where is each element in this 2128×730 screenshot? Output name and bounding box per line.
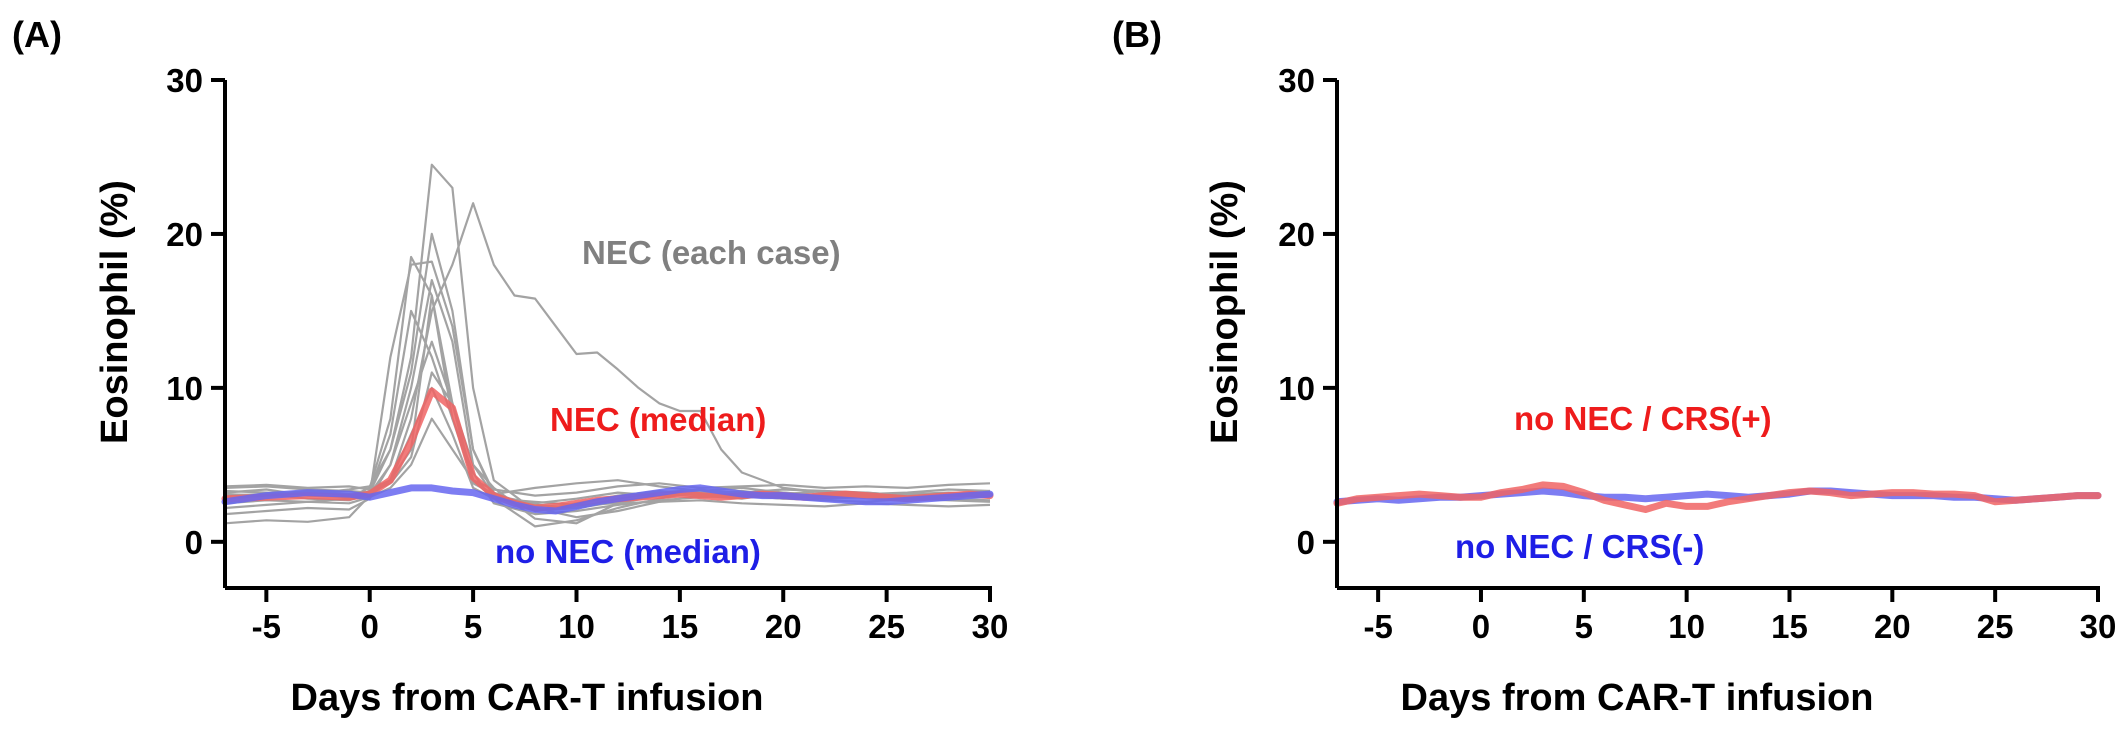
case-line-4 (224, 260, 991, 525)
y-tick-label: 20 (166, 216, 203, 253)
panel-a-plot (221, 163, 994, 528)
x-tick-label: 5 (464, 608, 482, 645)
annotation-nec-each-case: NEC (each case) (582, 234, 841, 271)
series-line-no-nec-crs (1333, 481, 2102, 513)
case-line-10 (224, 294, 991, 497)
panel-b-axes: 0 10 20 30 -5 0 5 10 15 20 25 30 (1278, 62, 2116, 645)
y-tick-label: 20 (1278, 216, 1315, 253)
x-tick-label: 0 (1472, 608, 1490, 645)
panel-b-label: (B) (1112, 14, 1162, 55)
x-tick-label: 30 (972, 608, 1009, 645)
annotation-no-nec-crs-plus: no NEC / CRS(+) (1514, 400, 1772, 437)
case-line-2 (224, 163, 991, 513)
x-tick-label: 30 (2080, 608, 2117, 645)
annotation-nec-median: NEC (median) (550, 401, 766, 438)
x-tick-label: 10 (558, 608, 595, 645)
case-line-7 (224, 232, 991, 519)
y-tick-label: 30 (1278, 62, 1315, 99)
y-tick-label: 0 (1297, 524, 1315, 561)
x-tick-label: -5 (1363, 608, 1392, 645)
x-tick-label: 15 (662, 608, 699, 645)
y-tick-label: 30 (166, 62, 203, 99)
x-tick-label: 20 (765, 608, 802, 645)
y-tick-label: 10 (166, 370, 203, 407)
panel-b-y-axis-title: Eosinophil (%) (1204, 180, 1246, 444)
series-line-no-nec-median (221, 484, 994, 515)
annotation-no-nec-crs-minus: no NEC / CRS(-) (1455, 528, 1704, 565)
x-tick-label: 5 (1575, 608, 1593, 645)
x-tick-label: 25 (1977, 608, 2014, 645)
annotation-no-nec-median: no NEC (median) (495, 533, 761, 570)
x-tick-label: -5 (252, 608, 281, 645)
panel-b: (B) 0 10 20 30 -5 0 5 10 15 20 25 30 Days from CAR-… (1112, 14, 2116, 719)
panel-b-x-axis-title: Days from CAR-T infusion (1401, 677, 1874, 719)
panel-a-y-axis-title: Eosinophil (%) (94, 180, 136, 444)
panel-b-plot (1333, 481, 2102, 513)
case-line-1 (224, 255, 991, 505)
x-tick-label: 0 (361, 608, 379, 645)
panel-a-x-axis-title: Days from CAR-T infusion (291, 677, 764, 719)
panel-a-axes: 0 10 20 30 -5 0 5 10 15 20 25 30 (166, 62, 1008, 645)
x-tick-label: 20 (1874, 608, 1911, 645)
x-tick-label: 25 (868, 608, 905, 645)
y-tick-label: 0 (185, 524, 203, 561)
panel-a: (A) 0 10 20 30 -5 0 5 10 15 20 25 30 Days from CAR-… (12, 14, 1008, 719)
x-tick-label: 15 (1771, 608, 1808, 645)
y-tick-label: 10 (1278, 370, 1315, 407)
panel-a-label: (A) (12, 14, 62, 55)
x-tick-label: 10 (1668, 608, 1705, 645)
